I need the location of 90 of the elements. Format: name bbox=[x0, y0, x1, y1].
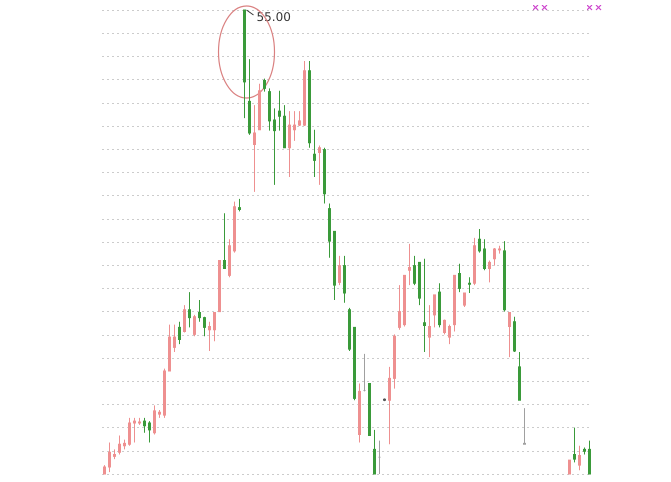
candlestick bbox=[403, 274, 406, 327]
candlestick bbox=[168, 324, 171, 372]
candlestick bbox=[468, 276, 471, 294]
candlestick bbox=[158, 409, 161, 418]
candlestick bbox=[273, 108, 276, 186]
candlestick bbox=[198, 300, 201, 322]
candlestick bbox=[218, 260, 221, 312]
candlestick bbox=[208, 321, 211, 352]
candlestick bbox=[483, 238, 486, 271]
candlestick bbox=[118, 434, 121, 456]
candlestick bbox=[363, 353, 366, 392]
candlestick bbox=[333, 230, 336, 300]
candlestick bbox=[438, 282, 441, 328]
candlestick bbox=[348, 307, 351, 352]
candlestick bbox=[453, 274, 456, 332]
candlestick bbox=[223, 212, 226, 269]
candlestick bbox=[338, 255, 341, 286]
candlestick bbox=[388, 366, 391, 445]
candlestick bbox=[498, 245, 501, 254]
candlestick bbox=[283, 104, 286, 148]
candlestick bbox=[523, 408, 526, 445]
candlestick bbox=[378, 440, 381, 474]
candlestick bbox=[308, 60, 311, 148]
candlestick bbox=[143, 417, 146, 434]
candlestick bbox=[398, 284, 401, 330]
candlestick bbox=[228, 238, 231, 278]
candlestick bbox=[243, 10, 246, 119]
candlestick bbox=[163, 368, 166, 418]
candlestick bbox=[423, 258, 426, 352]
candlestick bbox=[178, 321, 181, 345]
candlestick bbox=[428, 304, 431, 358]
candlestick bbox=[323, 147, 326, 204]
candlestick bbox=[503, 240, 506, 312]
candlestick bbox=[123, 439, 126, 450]
candlestick bbox=[183, 304, 186, 333]
candlestick bbox=[233, 201, 236, 254]
candlestick bbox=[448, 324, 451, 345]
candlestick bbox=[193, 314, 196, 337]
candlestick bbox=[298, 110, 301, 126]
candlestick bbox=[278, 90, 281, 132]
candlestick bbox=[488, 260, 491, 283]
candlestick bbox=[343, 255, 346, 304]
candlestick bbox=[173, 324, 176, 352]
candlestick bbox=[288, 110, 291, 178]
candlestick bbox=[573, 427, 576, 463]
candlestick bbox=[138, 417, 141, 426]
candlestick bbox=[433, 294, 436, 328]
candlestick bbox=[578, 445, 581, 471]
candlestick bbox=[463, 292, 466, 308]
candlestick bbox=[473, 237, 476, 286]
candlestick bbox=[153, 404, 156, 436]
candlestick bbox=[268, 88, 271, 132]
candlestick bbox=[383, 398, 386, 402]
candlestick bbox=[248, 58, 251, 136]
candlestick bbox=[253, 104, 256, 192]
candlestick bbox=[128, 417, 131, 446]
candlestick bbox=[508, 312, 511, 358]
candlestick bbox=[113, 448, 116, 460]
candlestick bbox=[418, 262, 421, 306]
candlestick bbox=[108, 442, 111, 473]
candlestick bbox=[238, 198, 241, 212]
candlestick bbox=[303, 60, 306, 126]
candlestick bbox=[213, 312, 216, 342]
candlestick bbox=[258, 83, 261, 130]
candlestick bbox=[413, 255, 416, 286]
candlestick bbox=[133, 417, 136, 443]
candlestick bbox=[443, 318, 446, 335]
candlestick bbox=[318, 144, 321, 186]
candlestick bbox=[478, 228, 481, 254]
candlestick bbox=[203, 316, 206, 337]
candlestick bbox=[368, 383, 371, 436]
candlestick bbox=[103, 464, 106, 474]
candlestick bbox=[353, 326, 356, 401]
candlestick bbox=[263, 78, 266, 92]
candlestick bbox=[518, 351, 521, 401]
candlestick bbox=[328, 202, 331, 258]
candlestick bbox=[313, 129, 316, 178]
candlestick bbox=[568, 460, 571, 474]
candlestick bbox=[373, 429, 376, 474]
candlestick bbox=[393, 334, 396, 390]
candlestick bbox=[188, 292, 191, 328]
candlestick bbox=[408, 243, 411, 286]
candlestick bbox=[588, 440, 591, 474]
candlestick bbox=[583, 447, 586, 456]
candlestick bbox=[358, 383, 361, 443]
candlestick bbox=[293, 110, 296, 142]
candlestick bbox=[513, 316, 516, 352]
candlestick bbox=[148, 420, 151, 443]
candlestick bbox=[458, 263, 461, 293]
candlestick bbox=[493, 248, 496, 266]
